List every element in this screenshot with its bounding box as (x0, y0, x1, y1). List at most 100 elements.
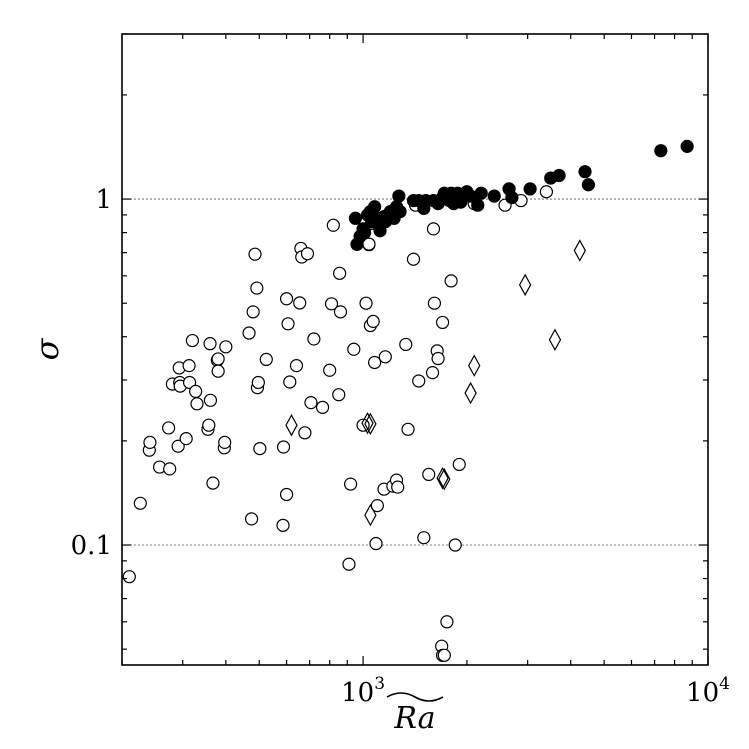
open-circle-point (448, 538, 462, 552)
open-circle-point (359, 296, 373, 310)
filled-circle-point (454, 195, 468, 209)
open-circle-point (425, 366, 440, 380)
open-circle-point (304, 396, 318, 410)
open-circle-point (211, 352, 225, 366)
open-circle-point (244, 512, 259, 526)
open-circle-point (412, 374, 426, 388)
open-circle-point (203, 393, 218, 407)
filled-circle-point (654, 144, 668, 158)
filled-circle-point (487, 189, 501, 203)
open-circle-point (211, 364, 225, 378)
open-circle-point (370, 499, 384, 513)
filled-circle-point (392, 189, 406, 203)
open-circle-point (163, 462, 177, 476)
x-axis-label-tilde (386, 692, 444, 702)
y-tick-label-0: 0.1 (71, 531, 112, 561)
open-circle-point (401, 422, 415, 436)
open-circle-point (190, 397, 204, 411)
open-circle-point (369, 536, 383, 551)
filled-circle-point (348, 211, 363, 225)
open-diamond-point (438, 467, 451, 491)
open-circle-point (315, 400, 330, 414)
open-circle-point (323, 363, 337, 377)
open-circle-point (248, 247, 262, 261)
open-circle-point (324, 297, 339, 311)
open-circle-point (251, 375, 265, 390)
open-circle-point (279, 487, 294, 502)
open-circle-point (326, 218, 340, 232)
open-circle-point (162, 421, 176, 435)
open-diamond-point (518, 273, 532, 297)
open-circle-point (276, 440, 291, 454)
open-circle-point (300, 247, 315, 261)
open-circle-point (242, 326, 256, 340)
open-circle-point (427, 296, 442, 310)
open-diamond-point (468, 354, 481, 377)
filled-circle-point (505, 190, 519, 205)
open-circle-point (206, 476, 220, 490)
open-circle-point (347, 342, 361, 356)
open-circle-point (283, 375, 297, 389)
open-circle-point (368, 355, 382, 370)
open-circle-point (366, 314, 380, 328)
open-circle-point (431, 351, 445, 366)
filled-circle-point (368, 200, 382, 214)
open-circle-point (219, 340, 233, 354)
data-points (122, 139, 694, 662)
filled-circle-point (578, 165, 592, 179)
open-circle-point (444, 274, 458, 288)
y-axis-label: σ (28, 337, 66, 360)
open-circle-point (276, 518, 290, 532)
open-circle-point (203, 337, 217, 351)
open-circle-point (417, 531, 431, 545)
open-circle-point (399, 337, 413, 352)
open-circle-point (133, 496, 147, 510)
open-diamond-point (361, 411, 374, 435)
open-diamond-point (573, 239, 587, 262)
open-circle-point (189, 384, 203, 399)
open-circle-point (342, 557, 356, 571)
filled-circle-point (581, 178, 595, 192)
open-circle-point (452, 457, 466, 472)
axis-titles: Ra σ (28, 337, 444, 736)
open-diamond-point (436, 466, 449, 490)
x-tick-label-1: 104 (686, 674, 730, 708)
open-diamond-point (548, 328, 562, 352)
open-circle-point (202, 418, 216, 432)
open-circle-point (289, 359, 304, 373)
open-circle-point (279, 292, 294, 306)
open-circle-point (426, 222, 441, 236)
open-circle-point (333, 266, 347, 280)
open-circle-point (391, 480, 405, 494)
open-circle-point (307, 332, 321, 346)
open-circle-point (435, 315, 450, 330)
filled-circle-point (393, 204, 407, 219)
axis-ticks (121, 33, 709, 665)
open-circle-point (440, 615, 454, 629)
open-circle-point (378, 350, 392, 364)
open-circle-point (332, 388, 346, 402)
filled-circle-point (474, 186, 488, 200)
open-circle-point (259, 352, 273, 366)
x-tick-label-0: 103 (341, 674, 385, 708)
open-circle-point (122, 570, 136, 584)
open-circle-point (437, 648, 451, 662)
filled-circle-point (523, 182, 537, 196)
open-circle-point (182, 359, 196, 373)
open-circle-point (281, 317, 295, 331)
open-circle-point (246, 305, 260, 319)
open-diamond-point (464, 381, 477, 405)
plot-frame (121, 33, 709, 666)
open-circle-point (253, 441, 267, 456)
open-circle-point (406, 252, 421, 266)
open-circle-point (143, 435, 157, 449)
x-axis-label: Ra (393, 701, 435, 736)
open-circle-point (422, 467, 436, 482)
open-circle-point (333, 305, 348, 319)
open-circle-point (250, 281, 264, 295)
filled-circle-point (357, 225, 372, 240)
open-circle-point (539, 185, 554, 199)
filled-circle-point (552, 168, 566, 183)
filled-circle-point (471, 198, 485, 212)
